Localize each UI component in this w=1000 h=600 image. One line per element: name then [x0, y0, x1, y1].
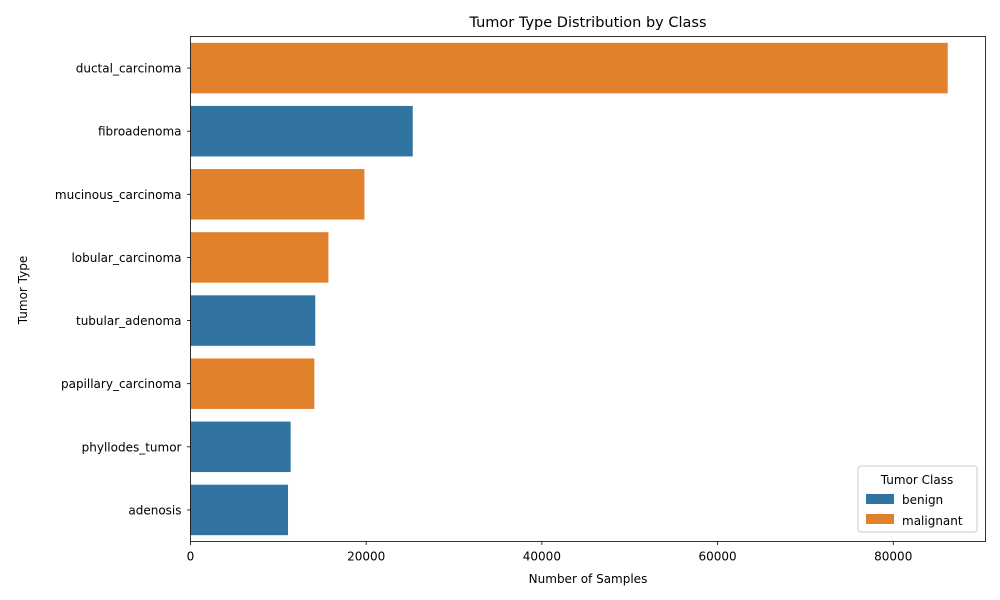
y-tick-label: mucinous_carcinoma — [55, 188, 182, 202]
chart-title: Tumor Type Distribution by Class — [468, 15, 706, 31]
legend-title: Tumor Class — [880, 473, 953, 487]
x-ticks: 0 20000 40000 60000 80000 — [187, 541, 912, 564]
y-tick-label: ductal_carcinoma — [76, 62, 182, 76]
legend-swatch-malignant — [866, 514, 894, 524]
y-tick-label: fibroadenoma — [98, 125, 182, 139]
y-tick-label: tubular_adenoma — [76, 314, 182, 328]
bar-phyllodes-tumor — [190, 421, 291, 473]
bar-papillary-carcinoma — [190, 358, 315, 409]
bar-fibroadenoma — [190, 105, 413, 157]
x-tick-label: 60000 — [698, 550, 736, 564]
plot-area-frame — [190, 36, 986, 542]
x-tick-label: 20000 — [347, 550, 385, 564]
bars-layer — [190, 42, 948, 536]
y-tick-label: lobular_carcinoma — [71, 251, 181, 265]
x-tick-label: 80000 — [874, 550, 912, 564]
y-axis-title: Tumor Type — [16, 256, 30, 325]
x-tick-label: 40000 — [523, 550, 561, 564]
legend-swatch-benign — [866, 494, 894, 504]
x-axis-title: Number of Samples — [529, 572, 648, 586]
legend-label-malignant: malignant — [902, 514, 963, 528]
bar-ductal-carcinoma — [190, 42, 948, 94]
y-tick-label: papillary_carcinoma — [61, 377, 182, 391]
y-tick-label: phyllodes_tumor — [82, 440, 182, 454]
y-tick-label: adenosis — [128, 503, 181, 517]
y-ticks: ductal_carcinoma fibroadenoma mucinous_car… — [55, 62, 191, 517]
legend-label-benign: benign — [902, 493, 943, 507]
bar-lobular-carcinoma — [190, 232, 329, 283]
bar-tubular-adenoma — [190, 295, 316, 346]
x-tick-label: 0 — [187, 550, 195, 564]
legend: Tumor Class benign malignant — [857, 465, 978, 533]
bar-adenosis — [190, 484, 289, 536]
bar-mucinous-carcinoma — [190, 169, 365, 220]
